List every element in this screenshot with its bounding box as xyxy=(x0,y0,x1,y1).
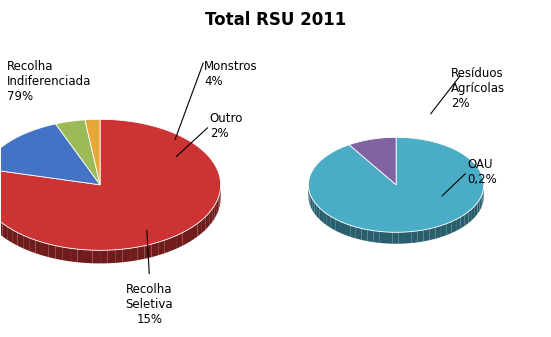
Polygon shape xyxy=(441,224,446,237)
Polygon shape xyxy=(198,220,202,237)
Text: Outro
2%: Outro 2% xyxy=(210,112,243,140)
Polygon shape xyxy=(23,235,29,251)
Polygon shape xyxy=(418,230,424,242)
Polygon shape xyxy=(435,226,441,239)
Polygon shape xyxy=(368,230,374,242)
Polygon shape xyxy=(137,246,144,260)
Polygon shape xyxy=(206,213,209,229)
Polygon shape xyxy=(0,168,100,198)
Polygon shape xyxy=(482,193,483,208)
Polygon shape xyxy=(350,225,356,239)
Polygon shape xyxy=(475,203,478,217)
Polygon shape xyxy=(446,222,451,235)
Polygon shape xyxy=(85,119,100,185)
Polygon shape xyxy=(314,202,317,217)
Polygon shape xyxy=(340,221,345,235)
Polygon shape xyxy=(323,211,327,225)
Polygon shape xyxy=(193,223,198,240)
Polygon shape xyxy=(48,244,56,259)
Polygon shape xyxy=(100,250,107,264)
Polygon shape xyxy=(12,229,18,246)
Polygon shape xyxy=(464,212,468,226)
Polygon shape xyxy=(56,120,100,185)
Polygon shape xyxy=(219,193,220,210)
Polygon shape xyxy=(349,137,396,185)
Polygon shape xyxy=(327,214,331,228)
Polygon shape xyxy=(171,235,177,251)
Polygon shape xyxy=(107,250,115,263)
Polygon shape xyxy=(0,124,100,185)
Polygon shape xyxy=(56,246,63,260)
Polygon shape xyxy=(317,205,320,220)
Polygon shape xyxy=(78,249,85,263)
Polygon shape xyxy=(0,119,221,250)
Polygon shape xyxy=(309,137,484,232)
Polygon shape xyxy=(115,249,123,263)
Polygon shape xyxy=(349,145,396,196)
Text: Total RSU 2011: Total RSU 2011 xyxy=(205,11,346,29)
Polygon shape xyxy=(345,223,350,237)
Polygon shape xyxy=(472,206,475,220)
Polygon shape xyxy=(399,232,405,244)
Polygon shape xyxy=(144,244,152,259)
Polygon shape xyxy=(85,250,93,263)
Polygon shape xyxy=(309,189,310,204)
Polygon shape xyxy=(478,200,479,214)
Polygon shape xyxy=(93,250,100,264)
Polygon shape xyxy=(468,209,472,223)
Polygon shape xyxy=(63,247,70,262)
Polygon shape xyxy=(380,232,386,243)
Polygon shape xyxy=(311,195,312,210)
Polygon shape xyxy=(202,216,206,233)
Polygon shape xyxy=(182,229,188,246)
Polygon shape xyxy=(310,192,311,207)
Polygon shape xyxy=(188,226,193,243)
Polygon shape xyxy=(312,199,314,213)
Polygon shape xyxy=(331,217,335,231)
Polygon shape xyxy=(42,242,48,257)
Polygon shape xyxy=(451,219,456,233)
Text: Recolha
Seletiva
15%: Recolha Seletiva 15% xyxy=(126,283,173,326)
Polygon shape xyxy=(165,238,171,253)
Polygon shape xyxy=(461,214,464,228)
Polygon shape xyxy=(70,248,78,262)
Polygon shape xyxy=(374,231,380,243)
Polygon shape xyxy=(29,238,35,253)
Polygon shape xyxy=(123,248,130,262)
Polygon shape xyxy=(130,247,137,262)
Polygon shape xyxy=(424,229,430,241)
Polygon shape xyxy=(405,232,411,244)
Polygon shape xyxy=(392,232,399,244)
Polygon shape xyxy=(361,228,368,241)
Polygon shape xyxy=(215,201,217,218)
Text: Monstros
4%: Monstros 4% xyxy=(204,60,258,88)
Polygon shape xyxy=(212,205,215,222)
Polygon shape xyxy=(411,231,418,243)
Polygon shape xyxy=(456,217,461,231)
Polygon shape xyxy=(3,223,7,240)
Text: OAU
0,2%: OAU 0,2% xyxy=(467,158,497,186)
Polygon shape xyxy=(177,233,182,248)
Polygon shape xyxy=(18,233,23,248)
Polygon shape xyxy=(217,197,219,214)
Polygon shape xyxy=(152,242,158,257)
Text: Resíduos
Agrícolas
2%: Resíduos Agrícolas 2% xyxy=(451,67,505,110)
Text: Recolha
Indiferenciada
79%: Recolha Indiferenciada 79% xyxy=(7,60,91,103)
Polygon shape xyxy=(35,240,42,255)
Polygon shape xyxy=(479,196,482,211)
Polygon shape xyxy=(356,227,361,240)
Polygon shape xyxy=(0,220,3,237)
Polygon shape xyxy=(209,209,212,226)
Polygon shape xyxy=(386,232,392,244)
Polygon shape xyxy=(335,219,340,233)
Polygon shape xyxy=(7,226,12,243)
Polygon shape xyxy=(320,208,323,222)
Polygon shape xyxy=(430,227,435,240)
Polygon shape xyxy=(158,240,165,255)
